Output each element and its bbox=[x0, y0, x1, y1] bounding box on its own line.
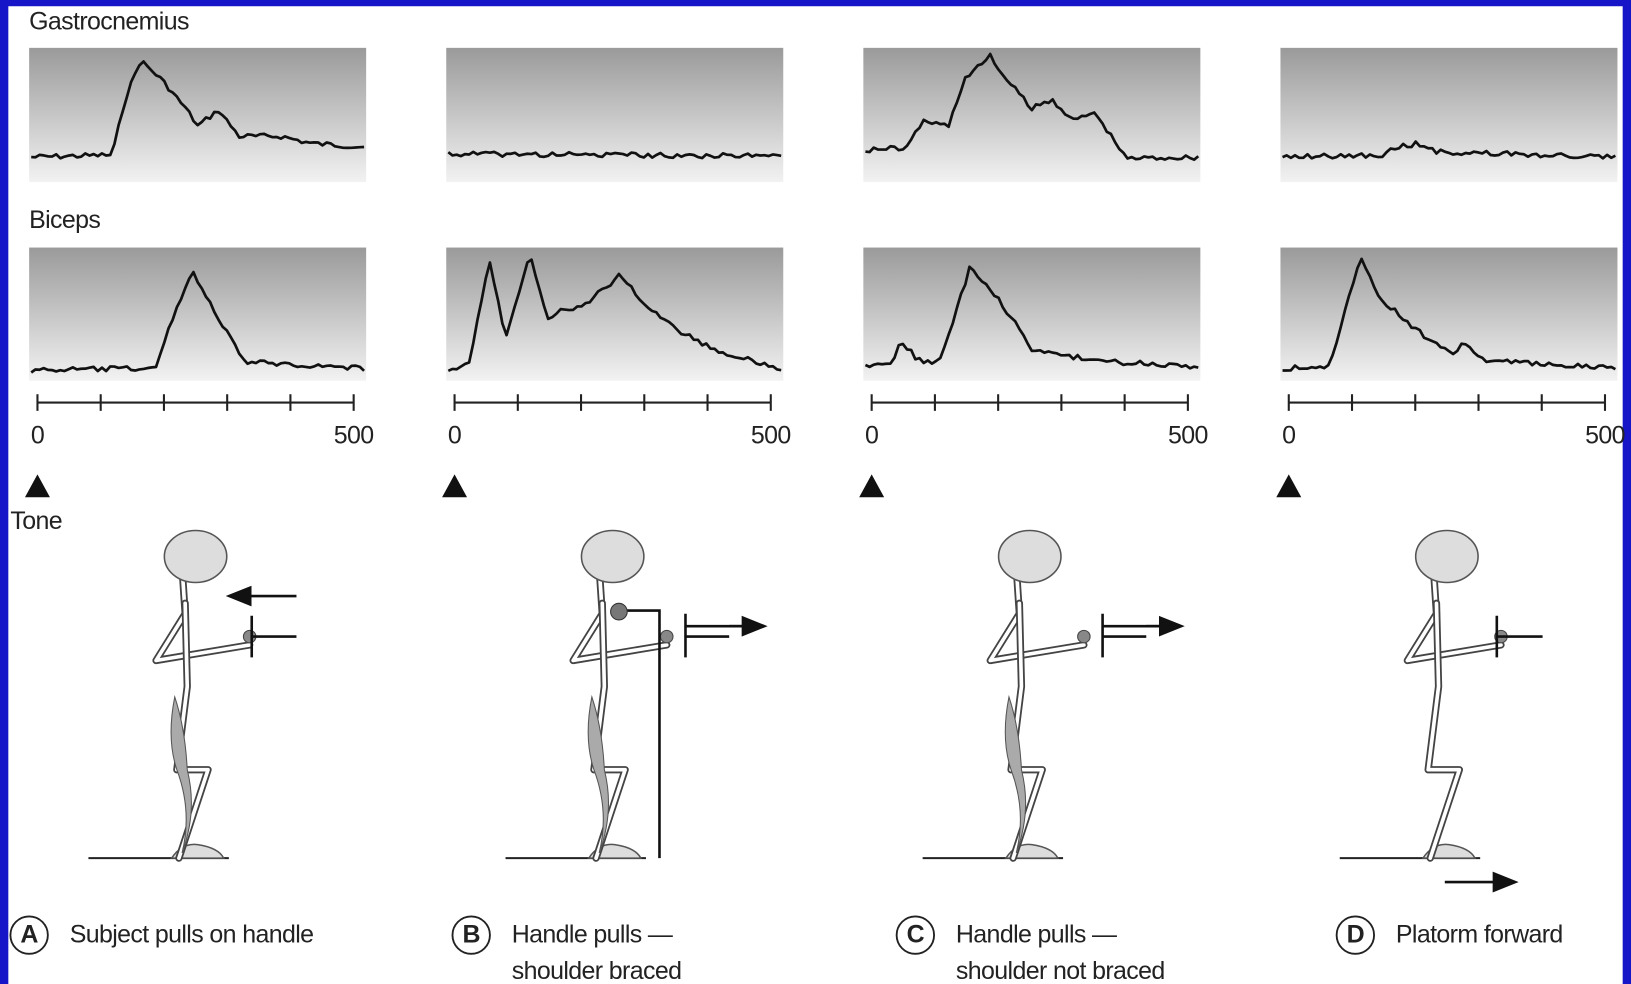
trace-background bbox=[863, 48, 1200, 182]
caption: shoulder not braced bbox=[956, 957, 1165, 984]
brace-pad bbox=[611, 603, 628, 620]
trace-background bbox=[446, 48, 783, 182]
caption: Platorm forward bbox=[1396, 921, 1563, 949]
axis-label: 0 bbox=[1282, 421, 1295, 449]
head bbox=[581, 530, 643, 582]
hand bbox=[1078, 630, 1090, 642]
caption: shoulder braced bbox=[512, 957, 682, 984]
caption: Handle pulls — bbox=[956, 921, 1117, 949]
axis-label: 0 bbox=[448, 421, 461, 449]
trace-background bbox=[1280, 48, 1617, 182]
row-label: Gastrocnemius bbox=[29, 7, 189, 35]
axis-label: 500 bbox=[751, 421, 791, 449]
trace-background bbox=[446, 248, 783, 381]
axis-label: 500 bbox=[1168, 421, 1208, 449]
head bbox=[999, 530, 1061, 582]
figure: Gastrocnemius Biceps Tone 0 500 A Subject p… bbox=[0, 0, 1631, 984]
panel-letter: B bbox=[463, 921, 480, 949]
panel-letter: A bbox=[20, 921, 38, 949]
row-label: Tone bbox=[10, 507, 62, 535]
axis-label: 500 bbox=[1585, 421, 1625, 449]
panel-letter: D bbox=[1347, 921, 1364, 949]
head bbox=[1416, 530, 1478, 582]
trace-background bbox=[29, 248, 366, 381]
page: {"rows":{"gastrocnemius":"Gastrocnemius"… bbox=[0, 0, 1631, 984]
axis-label: 500 bbox=[334, 421, 374, 449]
panel-letter: C bbox=[907, 921, 925, 949]
hand bbox=[661, 630, 673, 642]
row-label: Biceps bbox=[29, 206, 100, 234]
trace-background bbox=[29, 48, 366, 182]
trace-background bbox=[863, 248, 1200, 381]
head bbox=[164, 530, 226, 582]
caption: Handle pulls — bbox=[512, 921, 673, 949]
axis-label: 0 bbox=[865, 421, 878, 449]
axis-label: 0 bbox=[31, 421, 44, 449]
caption: Subject pulls on handle bbox=[70, 921, 314, 949]
